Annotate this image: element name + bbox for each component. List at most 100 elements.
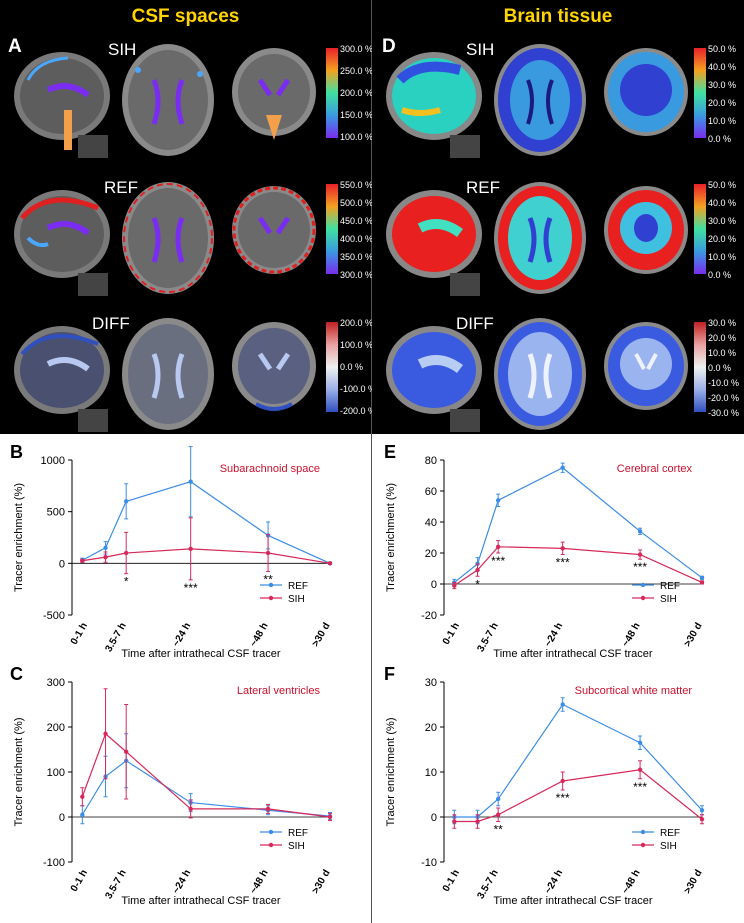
significance-marker: * [124,575,129,589]
tissue-sih-sagittal-image [386,52,482,158]
legend-marker [268,582,274,588]
colorbar-tick: 100.0 % [340,132,374,142]
y-axis-label: Tracer enrichment (%) [385,483,397,592]
colorbar-tick: 20.0 % [708,234,737,244]
row-label-ref-tissue: REF [466,178,500,197]
data-point-sih [265,806,271,812]
y-axis-label: Tracer enrichment (%) [385,717,397,826]
data-point-sih [103,731,108,736]
row-label-ref-csf: REF [104,178,138,197]
data-point-ref [123,499,129,504]
x-tick-label: 0-1 h [69,621,90,647]
legend-marker [640,595,646,601]
data-point-ref [188,479,193,484]
data-point-sih [123,550,129,556]
legend-label: REF [288,581,308,592]
colorbar-tick: 10.0 % [708,116,737,126]
x-tick-label: ~48 h [620,868,642,896]
data-point-sih [103,554,108,560]
colorbar-tick: -100.0 % [340,384,377,394]
y-tick-label: 0 [59,812,65,824]
colorbar-tick: 0.0 % [340,362,364,372]
colorbar-tick: -30.0 % [708,408,740,418]
series-line-sih [82,548,331,564]
csf-sih-colorbar [326,48,338,138]
data-point-sih [560,778,565,784]
y-tick-label: -20 [421,610,437,622]
colorbar-tick: 350.0 % [340,252,374,262]
data-point-ref [560,465,565,470]
csf-diff-axial-image [122,318,214,430]
colorbar-tick: -200.0 % [340,406,377,416]
legend-marker [640,829,646,835]
csf-diff-colorbar [326,322,338,412]
tissue-ref-axial-image [494,182,586,294]
y-tick-label: -10 [421,857,437,869]
colorbar-tick: -10.0 % [708,378,740,388]
data-point-sih [495,544,501,549]
tissue-diff-axial-image [494,318,586,430]
panel-label-a: A [8,36,22,57]
significance-marker: *** [633,780,647,794]
colorbar-tick: 20.0 % [708,333,737,343]
csf-sih-coronal-image [232,48,316,140]
csf-sih-axial-image [122,44,214,156]
right-column-title: Brain tissue [503,6,613,27]
x-tick-label: 0-1 h [441,868,462,894]
colorbar-tick: 40.0 % [708,62,737,72]
data-point-ref [637,529,643,534]
colorbar-tick: 0.0 % [708,270,732,280]
y-tick-label: 1000 [41,455,65,467]
x-tick-label: 0-1 h [69,868,90,894]
x-tick-label: ~48 h [620,621,642,649]
data-point-sih [699,580,705,585]
colorbar-tick: 150.0 % [340,110,374,120]
x-axis-label: Time after intrathecal CSF tracer [121,648,280,660]
data-point-sih [452,819,457,824]
y-tick-label: 300 [47,677,65,689]
series-line-sih [81,732,331,818]
tissue-ref-coronal-image [604,186,688,274]
brain-tissue-column: Brain tissue D SIH REF DIFF [372,0,744,923]
y-axis-label: Tracer enrichment (%) [13,717,25,826]
chart-title: Cerebral cortex [617,463,693,475]
y-tick-label: 20 [425,722,437,734]
chart-title: Lateral ventricles [237,685,321,697]
y-tick-label: -100 [43,857,65,869]
legend-marker [268,842,274,848]
data-point-sih [560,546,565,551]
row-label-sih-tissue: SIH [466,40,495,59]
significance-marker: *** [556,556,570,570]
series-line-ref [81,760,331,817]
colorbar-tick: 40.0 % [708,198,737,208]
colorbar-tick: 20.0 % [708,98,737,108]
csf-ref-sagittal-image [14,190,110,296]
panel-label-c: C [10,664,23,684]
colorbar-tick: 450.0 % [340,216,374,226]
y-tick-label: 80 [425,455,437,467]
x-tick-label: ~48 h [248,868,270,896]
colorbar-tick: 10.0 % [708,252,737,262]
x-axis-label: Time after intrathecal CSF tracer [493,895,652,907]
colorbar-tick: 30.0 % [708,216,737,226]
tissue-sih-colorbar [694,48,706,138]
y-tick-label: 0 [59,558,65,570]
data-point-sih [452,583,457,588]
x-tick-label: 0-1 h [441,621,462,647]
colorbar-tick: 50.0 % [708,44,737,54]
data-point-ref [560,702,565,707]
legend-label: SIH [660,841,677,852]
colorbar-tick: 30.0 % [708,80,737,90]
colorbar-tick: 200.0 % [340,318,374,328]
data-point-sih [475,567,480,573]
csf-sih-sagittal-image [14,52,110,158]
data-point-sih [123,749,129,754]
y-tick-label: 60 [425,486,437,498]
data-point-ref [103,545,108,551]
data-point-sih [327,814,333,820]
colorbar-tick: 550.0 % [340,180,374,190]
colorbar-tick: 300.0 % [340,270,374,280]
legend-marker [640,842,646,848]
